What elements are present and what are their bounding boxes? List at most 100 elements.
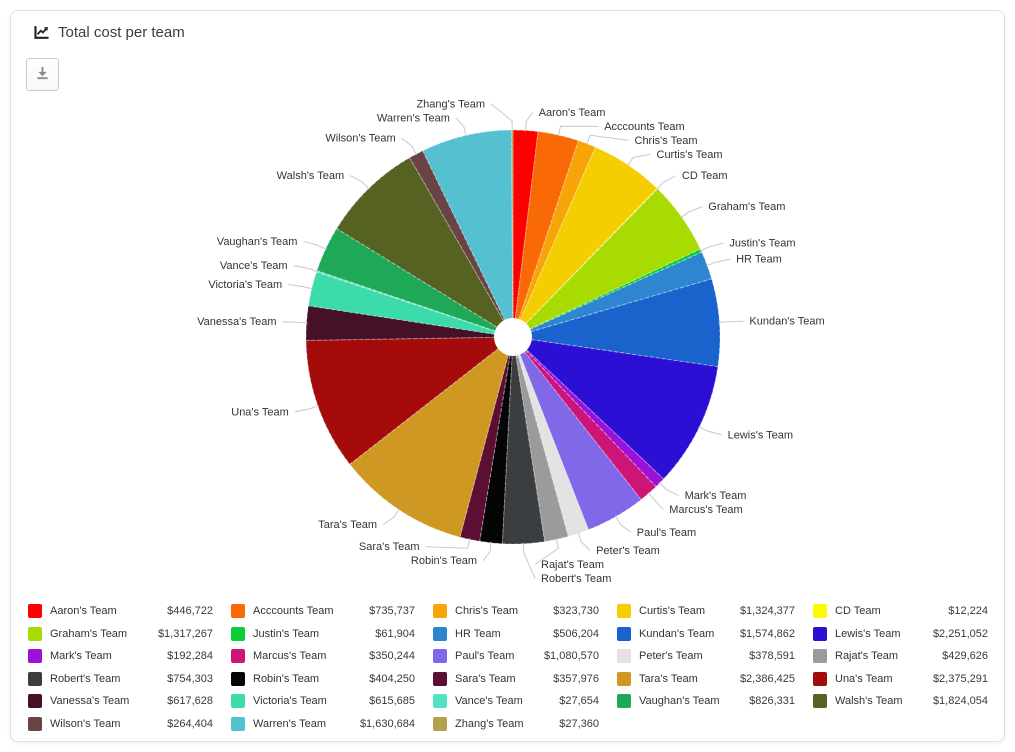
legend-swatch (617, 671, 631, 686)
legend-value: $617,628 (167, 695, 213, 708)
label-connector (293, 265, 318, 273)
label-connector (534, 538, 559, 565)
slice-label: CD Team (682, 170, 728, 182)
label-connector (349, 175, 370, 190)
legend-value: $27,654 (559, 695, 599, 708)
pie-slice[interactable] (512, 278, 721, 368)
legend-label: Vance's Team (455, 695, 523, 708)
legend-swatch (813, 604, 827, 619)
legend-item: Peter's Team $378,591 (617, 645, 813, 668)
legend-swatch (28, 694, 42, 709)
donut-hole (494, 318, 532, 356)
label-connector (382, 508, 400, 526)
slice-label: Tara's Team (318, 519, 377, 531)
download-icon (35, 66, 50, 84)
legend-label: Kundan's Team (639, 627, 715, 640)
slice-label: Victoria's Team (208, 279, 282, 291)
legend-value: $350,244 (369, 650, 415, 663)
legend-swatch (433, 626, 447, 641)
legend-label: Rajat's Team (835, 650, 899, 663)
legend-value: $404,250 (369, 672, 415, 685)
legend-value: $192,284 (167, 650, 213, 663)
legend-value: $1,824,054 (932, 695, 988, 708)
slice-label: Rajat's Team (541, 559, 604, 571)
legend-value: $357,976 (553, 672, 599, 685)
legend-label: Tara's Team (639, 672, 698, 685)
pie-slice[interactable] (512, 130, 580, 338)
legend-value: $754,303 (167, 672, 213, 685)
legend-item: Una's Team $2,375,291 (813, 668, 1004, 691)
legend-value: $506,204 (553, 627, 599, 640)
slice-label: Zhang's Team (416, 98, 485, 110)
legend-item: Justin's Team $61,904 (231, 623, 433, 646)
legend-item: Vaughan's Team $826,331 (617, 690, 813, 713)
legend-value: $1,324,377 (739, 605, 795, 618)
download-button[interactable] (26, 58, 59, 91)
legend-label: Wilson's Team (50, 717, 121, 730)
legend-value: $1,574,862 (739, 627, 795, 640)
label-connector (577, 532, 591, 551)
slice-label: Marcus's Team (669, 504, 742, 516)
label-connector (482, 541, 492, 562)
label-connector (680, 206, 703, 219)
legend-label: Lewis's Team (835, 627, 901, 640)
label-connector (718, 320, 744, 323)
label-connector (303, 240, 327, 250)
label-connector (288, 284, 313, 290)
legend-label: Sara's Team (455, 672, 516, 685)
legend-value: $1,080,570 (543, 650, 599, 663)
legend-swatch (433, 649, 447, 664)
legend-swatch (813, 671, 827, 686)
legend-swatch (617, 649, 631, 664)
chart-title: Total cost per team (58, 24, 185, 41)
legend-item: Kundan's Team $1,574,862 (617, 623, 813, 646)
pie-slice[interactable] (408, 150, 514, 338)
legend-label: Vaughan's Team (639, 695, 720, 708)
legend-label: Victoria's Team (253, 695, 327, 708)
slice-label: Warren's Team (377, 112, 450, 124)
legend-item: Rajat's Team $429,626 (813, 645, 1004, 668)
label-connector (627, 153, 651, 167)
legend-swatch (617, 694, 631, 709)
pie-slice[interactable] (512, 146, 658, 338)
label-connector (647, 492, 664, 510)
legend-label: Chris's Team (455, 605, 519, 618)
legend-label: Graham's Team (50, 627, 128, 640)
legend-item: Acccounts Team $735,737 (231, 600, 433, 623)
slice-label: Vaughan's Team (217, 236, 298, 248)
legend-label: Mark's Team (50, 650, 112, 663)
label-connector (557, 125, 599, 137)
legend-value: $1,630,684 (359, 717, 415, 730)
pie-slice[interactable] (349, 335, 514, 538)
chart-legend: Aaron's Team $446,722 Acccounts Team $735,7… (28, 600, 1004, 735)
legend-item: HR Team $506,204 (433, 623, 617, 646)
legend-label: Zhang's Team (455, 717, 524, 730)
label-connector (425, 538, 471, 549)
legend-label: Acccounts Team (253, 605, 334, 618)
legend-value: $323,730 (553, 605, 599, 618)
legend-item: Curtis's Team $1,324,377 (617, 600, 813, 623)
legend-item: Robin's Team $404,250 (231, 668, 433, 691)
label-connector (522, 542, 536, 579)
pie-slice[interactable] (512, 248, 703, 338)
legend-swatch (813, 649, 827, 664)
legend-value: $264,404 (167, 717, 213, 730)
legend-label: Marcus's Team (253, 650, 327, 663)
slice-label: Wilson's Team (325, 133, 395, 145)
slice-label: Justin's Team (729, 238, 795, 250)
legend-swatch (28, 649, 42, 664)
label-connector (706, 258, 731, 267)
legend-label: CD Team (835, 605, 881, 618)
pie-slice[interactable] (512, 251, 713, 338)
label-connector (656, 175, 677, 190)
legend-value: $378,591 (749, 650, 795, 663)
legend-item: Lewis's Team $2,251,052 (813, 623, 1004, 646)
label-connector (525, 112, 534, 132)
legend-swatch (617, 604, 631, 619)
legend-value: $446,722 (167, 605, 213, 618)
legend-swatch (433, 604, 447, 619)
slice-label: Graham's Team (708, 201, 785, 213)
slice-label: Walsh's Team (277, 170, 345, 182)
legend-item: Victoria's Team $615,685 (231, 690, 433, 713)
slice-label: Paul's Team (637, 527, 696, 539)
